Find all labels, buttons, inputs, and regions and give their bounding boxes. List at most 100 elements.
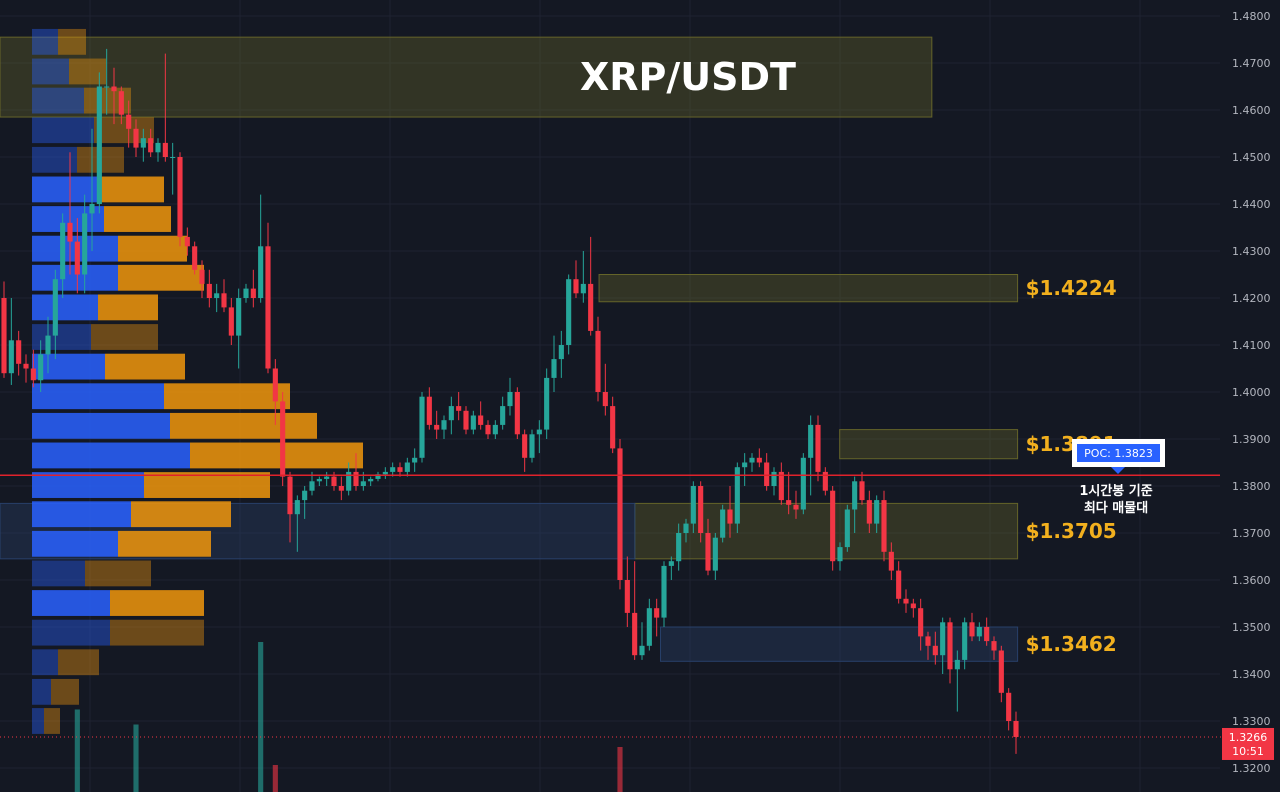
- candle-body: [734, 467, 740, 524]
- profile-buy-bar: [32, 383, 164, 410]
- candle-body: [390, 467, 396, 472]
- candle-body: [947, 622, 953, 670]
- axis-tick-label: 1.4000: [1232, 386, 1271, 399]
- candle-body: [82, 213, 88, 275]
- candle-body: [558, 345, 564, 360]
- profile-buy-bar: [32, 678, 51, 705]
- profile-buy-bar: [32, 353, 105, 380]
- candle-body: [566, 279, 572, 345]
- candle-body: [419, 396, 425, 458]
- profile-sell-bar: [91, 324, 158, 350]
- candle-body: [918, 608, 924, 637]
- candle-body: [441, 420, 447, 430]
- candle-body: [375, 474, 381, 479]
- poc-box: [1077, 444, 1160, 462]
- candle-body: [940, 622, 946, 656]
- poc-note-line-2: 최다 매물대: [1084, 500, 1148, 516]
- candle-body: [683, 523, 689, 533]
- candle-body: [800, 457, 806, 510]
- volume-bar: [617, 747, 623, 792]
- candle-body: [368, 478, 374, 482]
- candle-body: [448, 406, 454, 421]
- candle-body: [236, 298, 242, 336]
- candle-body: [1, 298, 7, 374]
- candle-body: [822, 471, 828, 491]
- axis-tick-label: 1.4500: [1232, 151, 1271, 164]
- candle-body: [346, 471, 352, 491]
- candle-body: [778, 471, 784, 501]
- candle-body: [793, 504, 799, 510]
- candle-countdown: 10:51: [1232, 745, 1264, 758]
- candle-body: [485, 424, 491, 435]
- candle-body: [668, 561, 674, 566]
- axis-tick-label: 1.3800: [1232, 480, 1271, 493]
- candle-body: [228, 307, 234, 336]
- price-zone: [839, 429, 1019, 460]
- candle-body: [676, 533, 682, 562]
- axis-tick-label: 1.3300: [1232, 715, 1271, 728]
- profile-sell-bar: [105, 353, 185, 380]
- candle-body: [360, 481, 366, 486]
- zone-label: $1.3705: [1026, 519, 1117, 543]
- candle-body: [756, 457, 762, 463]
- profile-buy-bar: [32, 117, 94, 144]
- candle-body: [998, 650, 1004, 693]
- candle-body: [639, 645, 645, 656]
- profile-buy-bar: [32, 58, 69, 85]
- poc-callout: POC: 1.3823 1시간봉 기준 최다 매물대: [1072, 439, 1165, 516]
- candle-body: [272, 368, 278, 402]
- candle-body: [148, 138, 154, 153]
- candle-body: [507, 392, 513, 407]
- profile-sell-bar: [69, 58, 106, 85]
- profile-sell-bar: [118, 530, 211, 557]
- candle-body: [412, 457, 418, 463]
- candle-body: [529, 434, 535, 458]
- candle-body: [126, 114, 132, 129]
- candle-body: [492, 424, 498, 435]
- candle-body: [199, 269, 205, 284]
- candle-body: [654, 608, 660, 618]
- axis-tick-label: 1.4700: [1232, 57, 1271, 70]
- poc-note-line-1: 1시간봉 기준: [1079, 483, 1152, 499]
- candle-body: [595, 330, 601, 392]
- profile-sell-bar: [58, 28, 86, 55]
- price-zone: [598, 274, 1019, 303]
- axis-tick-label: 1.4100: [1232, 339, 1271, 352]
- candle-body: [742, 462, 748, 468]
- profile-buy-bar: [32, 294, 98, 321]
- candlesticks[interactable]: [1, 48, 1019, 754]
- price-zone: [659, 626, 1019, 662]
- candle-body: [45, 335, 51, 355]
- profile-buy-bar: [32, 501, 131, 528]
- volume-bar: [258, 642, 264, 792]
- candle-body: [1006, 692, 1012, 721]
- candle-body: [896, 570, 902, 599]
- candle-body: [338, 486, 344, 491]
- candle-body: [808, 424, 814, 458]
- profile-sell-bar: [131, 501, 231, 528]
- candle-body: [815, 424, 821, 472]
- axis-tick-label: 1.3900: [1232, 433, 1271, 446]
- candle-body: [265, 246, 271, 369]
- candle-body: [852, 481, 858, 510]
- candle-body: [984, 627, 990, 642]
- candle-body: [38, 354, 44, 381]
- axis-tick-label: 1.3200: [1232, 762, 1271, 775]
- profile-buy-bar: [32, 649, 58, 676]
- candle-body: [434, 424, 440, 430]
- candle-body: [397, 467, 403, 472]
- profile-buy-bar: [32, 560, 85, 587]
- price-axis[interactable]: 1.4800 1.4700 1.4600 1.4500 1.4400 1.4300 1.42…: [1222, 0, 1280, 792]
- candle-body: [617, 448, 623, 580]
- axis-background: [1222, 0, 1280, 792]
- profile-buy-bar: [32, 708, 44, 734]
- candle-body: [602, 392, 608, 407]
- candle-body: [250, 288, 256, 298]
- candle-body: [646, 608, 652, 646]
- profile-sell-bar: [164, 383, 290, 410]
- profile-buy-bar: [32, 530, 118, 557]
- candle-body: [874, 500, 880, 524]
- candle-body: [536, 429, 542, 435]
- candle-body: [962, 622, 968, 660]
